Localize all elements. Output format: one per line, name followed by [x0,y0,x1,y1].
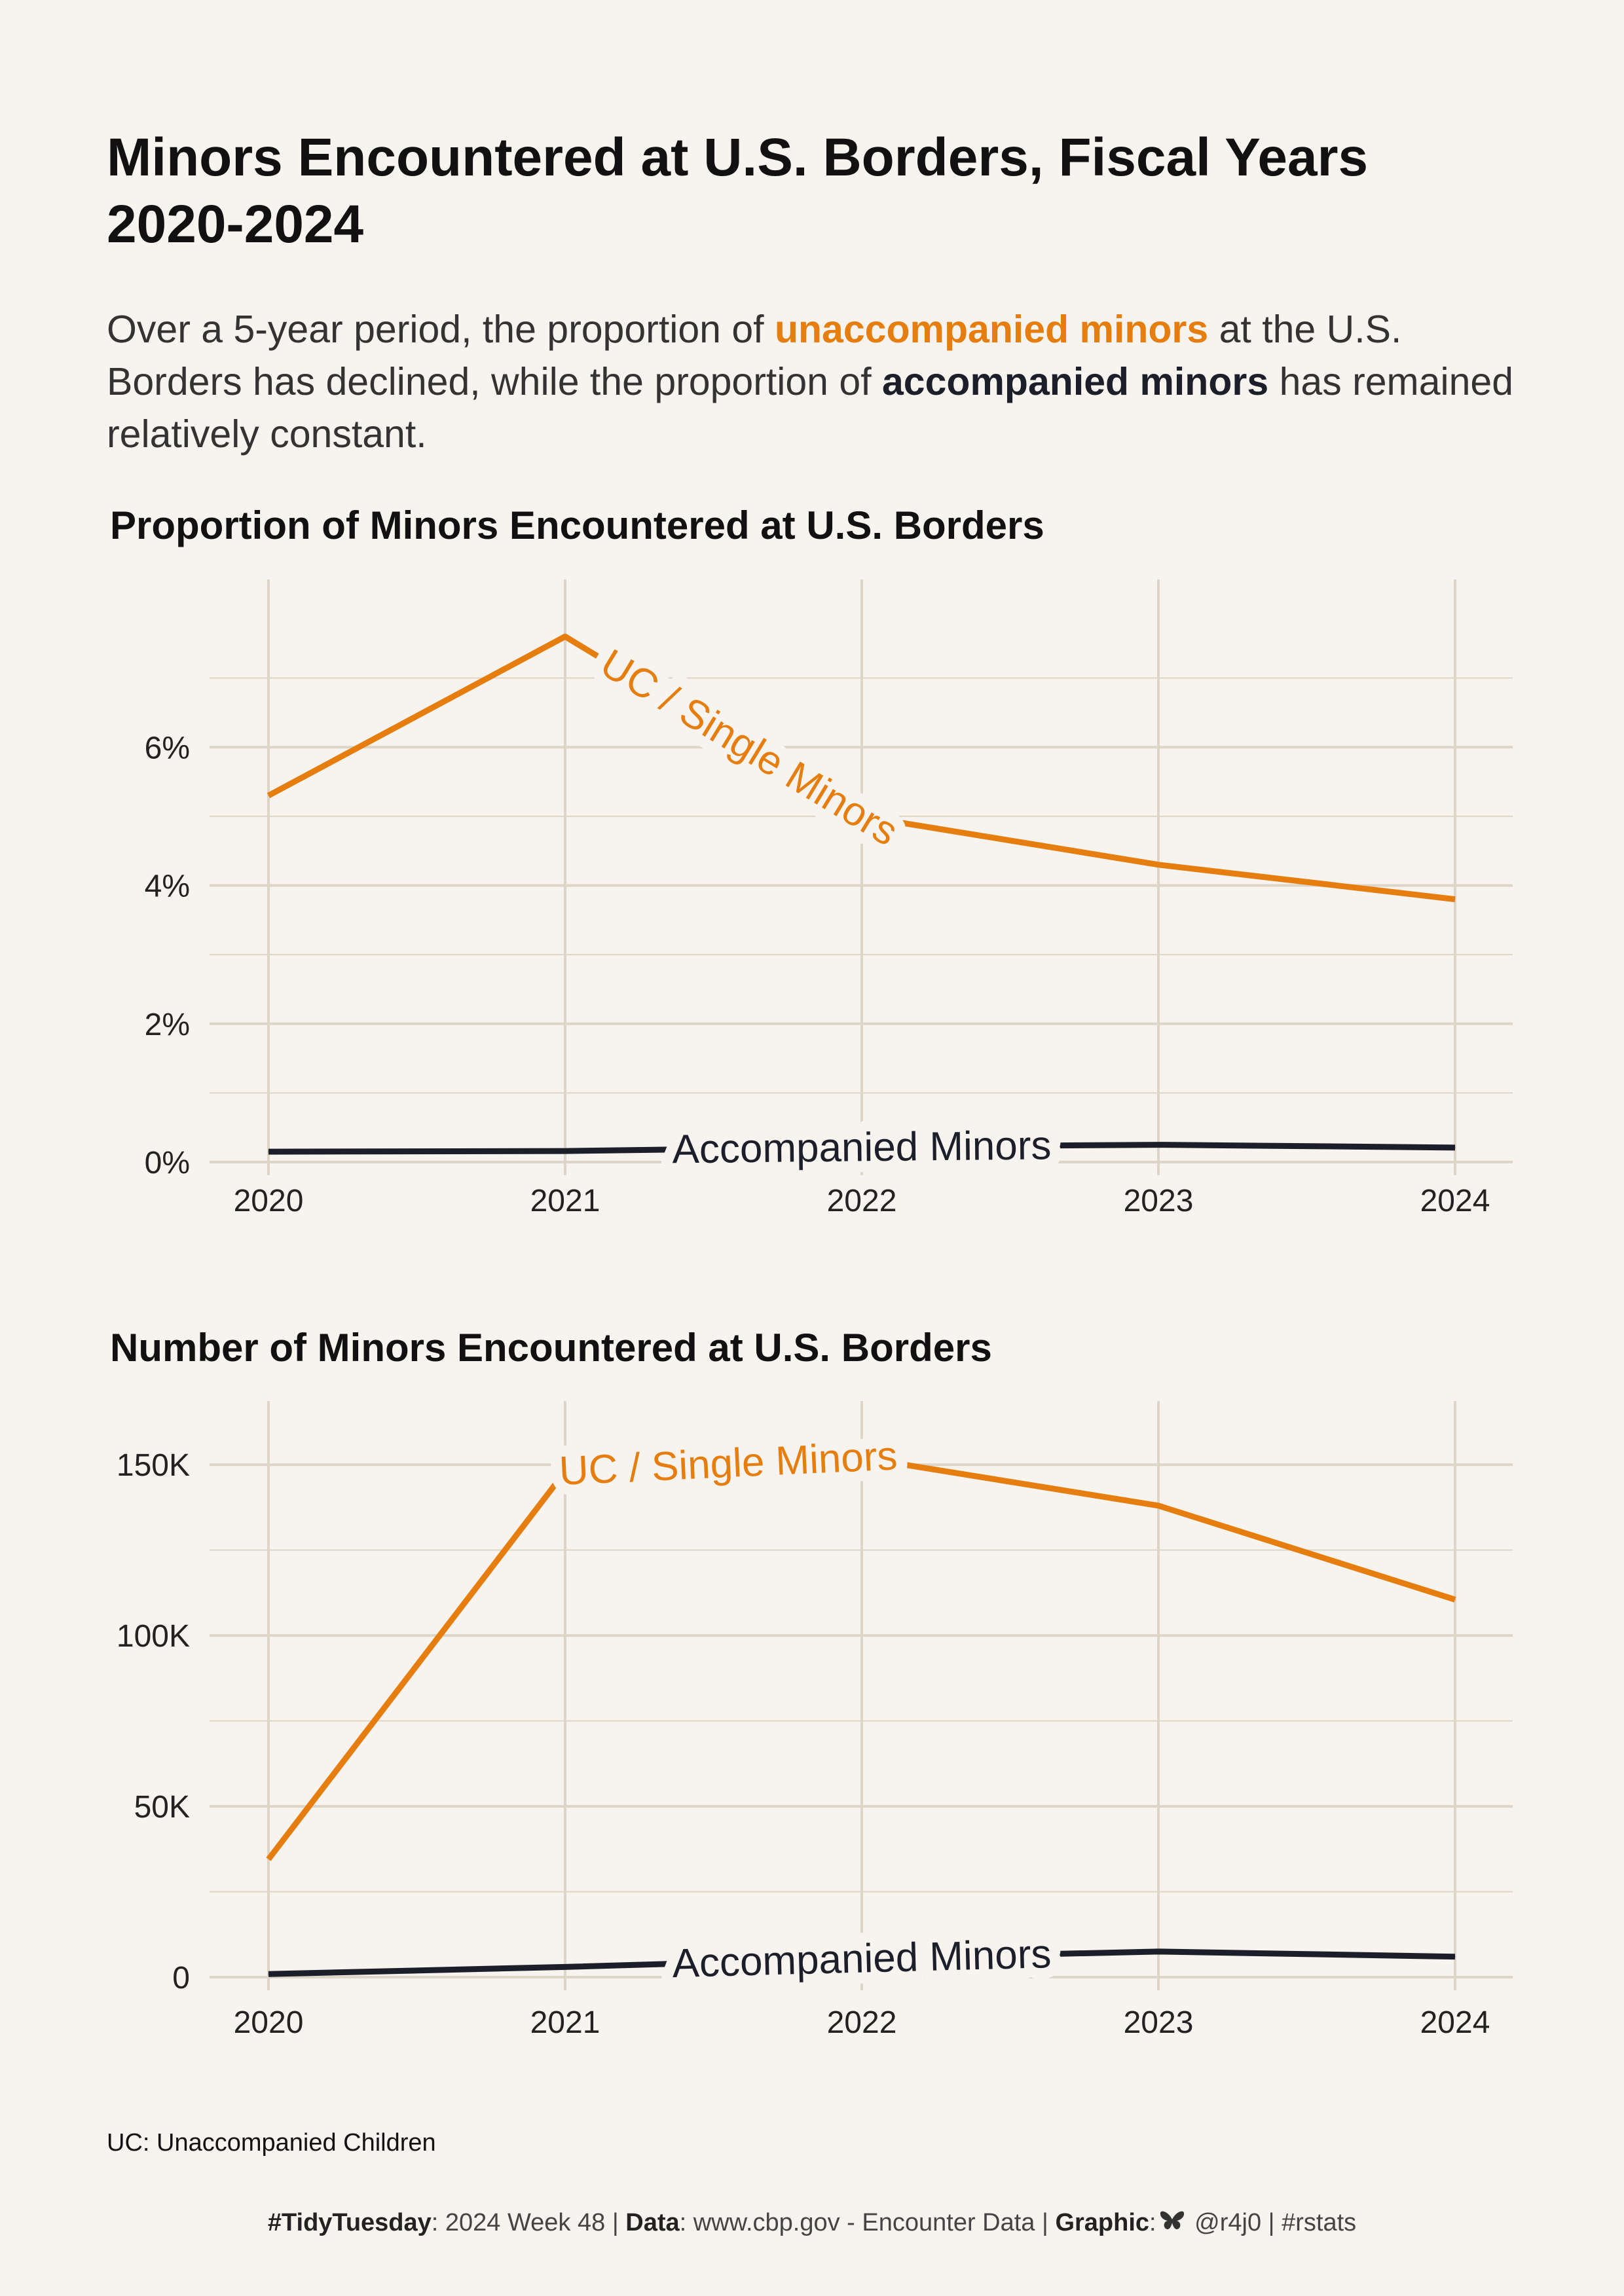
x-tick-label: 2023 [1124,2005,1194,2040]
x-tick-label: 2021 [530,1184,600,1218]
uc-series-label: UC / Single Minors [558,1433,898,1494]
y-tick-label: 0% [145,1146,190,1180]
chart1-title: Proportion of Minors Encountered at U.S.… [110,503,1044,547]
accompanied-series-label: Accompanied Minors [672,1931,1052,1986]
x-tick-label: 2021 [530,2005,600,2040]
chart2-title: Number of Minors Encountered at U.S. Bor… [110,1326,992,1370]
footer-data-label: Data [625,2209,680,2236]
y-tick-label: 6% [145,731,190,765]
accompanied-point [1454,1956,1456,1958]
accompanied-point [268,1973,269,1975]
subtitle-part1: Over a 5-year period, the proportion of [107,308,775,351]
uc-point [1158,864,1159,866]
x-tick-label: 2023 [1124,1184,1194,1218]
y-tick-label: 150K [117,1448,190,1483]
accompanied-point [1158,1144,1159,1146]
footnote: UC: Unaccompanied Children [107,2129,436,2157]
x-tick-label: 2020 [234,1184,304,1218]
y-tick-label: 0 [172,1961,190,1995]
butterfly-icon [1159,2210,1185,2238]
subtitle-part3: has remained relatively constant. [107,360,1514,456]
y-tick-label: 4% [145,869,190,904]
subtitle: Over a 5-year period, the proportion of … [107,303,1547,460]
footer-week: : 2024 Week 48 | [431,2209,626,2236]
footer-graphic-sep: : [1149,2209,1156,2236]
subtitle-highlight-unaccompanied: unaccompanied minors [774,308,1209,351]
accompanied-point [1454,1147,1456,1148]
footer-credits: #TidyTuesday: 2024 Week 48 | Data: www.c… [0,2209,1624,2238]
x-tick-label: 2020 [234,2005,304,2040]
y-tick-label: 50K [134,1790,190,1825]
accompanied-point [1158,1951,1159,1952]
x-tick-label: 2022 [827,1184,897,1218]
uc-point [1454,1599,1456,1600]
y-tick-label: 100K [117,1619,190,1654]
subtitle-highlight-accompanied: accompanied minors [881,360,1269,403]
footer-handle: @r4j0 | #rstats [1187,2209,1357,2236]
uc-point [1158,1505,1159,1506]
footer-tag: #TidyTuesday [267,2209,432,2236]
uc-point [564,1471,566,1472]
page-title: Minors Encountered at U.S. Borders, Fisc… [107,128,1369,254]
uc-point [564,636,566,637]
subtitle-part2: at the U.S. Borders has declined, while … [107,308,1402,403]
y-tick-label: 2% [145,1008,190,1042]
x-tick-label: 2024 [1420,2005,1490,2040]
x-tick-label: 2022 [827,2005,897,2040]
footer-data-text: : www.cbp.gov - Encounter Data | [679,2209,1056,2236]
footer-graphic-label: Graphic [1055,2209,1150,2236]
uc-point [1454,899,1456,900]
x-tick-label: 2024 [1420,1184,1490,1218]
accompanied-series-label: Accompanied Minors [672,1123,1052,1172]
accompanied-point [564,1150,566,1152]
uc-point [268,795,269,796]
